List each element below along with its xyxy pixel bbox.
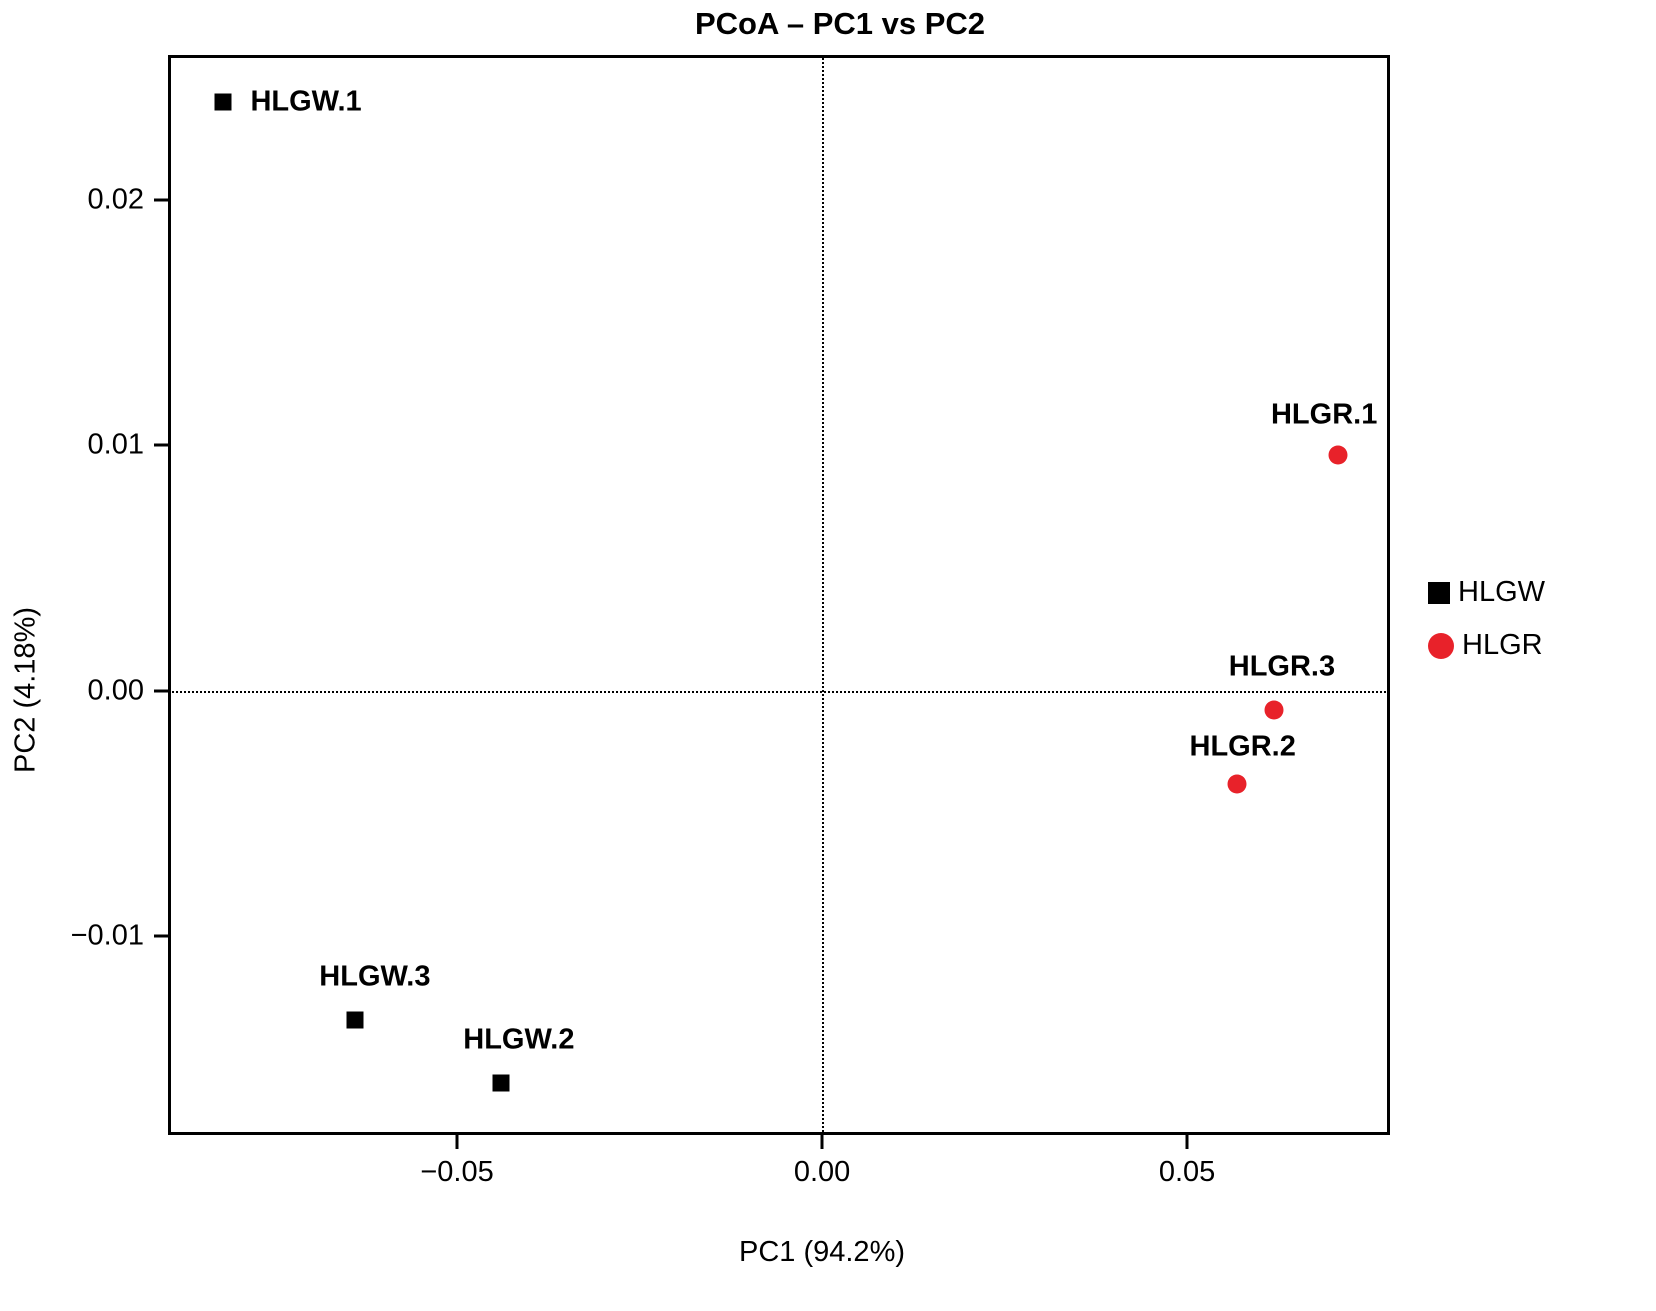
data-point-label-hlgw.1: HLGW.1 [250,85,362,118]
x-tick-mark [820,1135,824,1149]
data-point-label-hlgr.3: HLGR.3 [1228,650,1336,683]
chart-title: PCoA – PC1 vs PC2 [694,6,986,41]
x-tick-label: 0.00 [793,1156,851,1188]
data-point-label-hlgr.2: HLGR.2 [1189,730,1296,763]
data-point-hlgr.3 [1264,700,1284,720]
data-point-hlgw.3 [346,1011,364,1029]
legend-item-hlgr: HLGR [1428,619,1545,672]
x-axis-label: PC1 (94.2%) [738,1236,906,1268]
data-point-hlgr.1 [1328,445,1348,465]
y-tick-label: 0.00 [87,674,144,707]
x-tick-mark [455,1135,459,1149]
data-point-hlgw.2 [492,1074,510,1092]
data-point-label-hlgw.3: HLGW.3 [319,960,431,993]
zero-y-reference-line [168,690,1390,693]
y-tick-mark [154,689,168,693]
legend-label-hlgw: HLGW [1458,576,1545,608]
y-tick-mark [154,198,168,202]
data-point-label-hlgw.2: HLGW.2 [463,1023,575,1056]
y-tick-mark [154,443,168,447]
y-tick-label: 0.01 [87,428,144,461]
legend-label-hlgr: HLGR [1462,629,1543,661]
x-tick-mark [1185,1135,1189,1149]
y-tick-label: 0.02 [87,183,144,216]
data-point-hlgw.1 [214,93,232,111]
data-point-hlgr.2 [1227,774,1247,794]
legend-item-hlgw: HLGW [1428,566,1545,619]
square-marker-icon [1428,581,1450,604]
x-tick-label: 0.05 [1158,1156,1216,1188]
plot-area [168,55,1390,1135]
x-tick-label: −0.05 [420,1156,494,1188]
y-tick-label: −0.01 [70,919,144,952]
data-point-label-hlgr.1: HLGR.1 [1270,398,1378,431]
y-tick-mark [154,934,168,938]
circle-marker-icon [1428,632,1454,659]
legend: HLGW HLGR [1428,566,1545,672]
zero-x-reference-line [822,55,825,1135]
